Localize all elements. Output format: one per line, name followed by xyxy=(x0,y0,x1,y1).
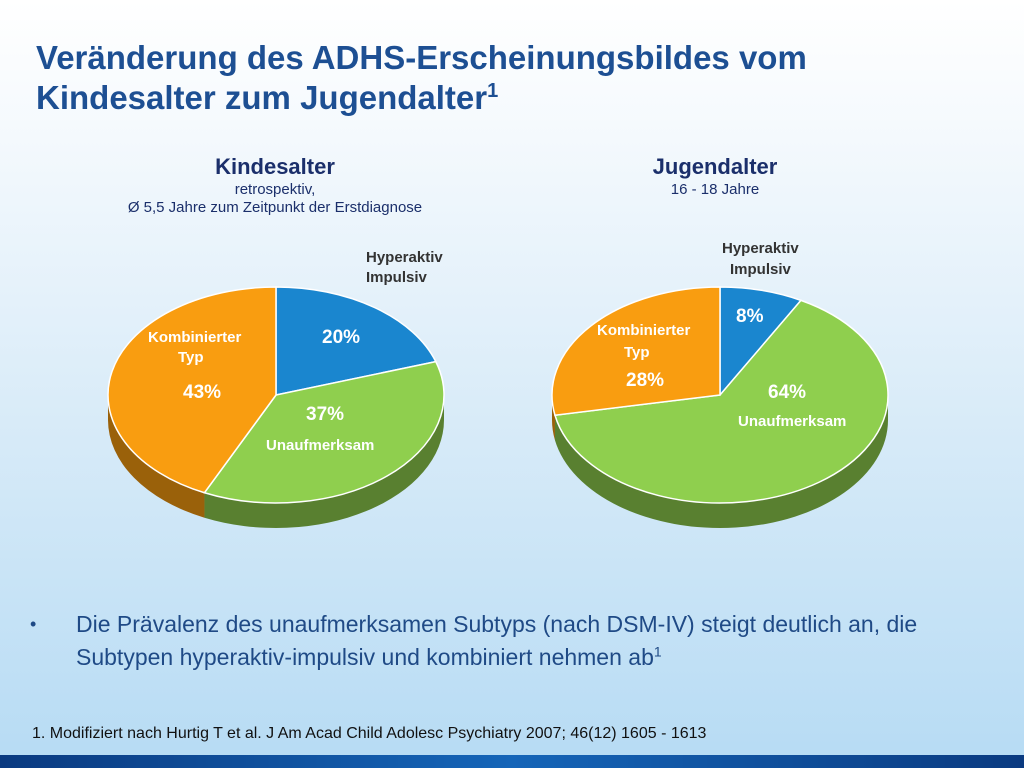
pie-1-slice-1 xyxy=(275,286,437,396)
pie-1-value-3: 43% xyxy=(183,382,221,403)
chart-jugendalter-subtitle: 16 - 18 Jahre xyxy=(670,181,760,198)
pie-2-slice-2-side xyxy=(554,395,889,528)
pie-chart-1: Hyperaktiv Impulsiv 20% Unaufmerksam 37% Komb… xyxy=(107,249,445,528)
pie-1-label-3: Kombinierter xyxy=(148,329,242,346)
pie-chart-2: Hyperaktiv Impulsiv 8% Unaufmerksam 64% Kombi… xyxy=(551,240,889,528)
bullet-marker: • xyxy=(30,614,37,634)
pie-1-slice-3-side xyxy=(108,395,205,518)
pie-2-label-1-line2: Impulsiv xyxy=(730,261,792,278)
pie-2-slice-3 xyxy=(551,286,721,417)
pie-2-slice-2 xyxy=(554,299,889,504)
pie-2-value-1: 8% xyxy=(736,306,764,327)
pie-1-label-2: Unaufmerksam xyxy=(266,437,374,454)
pie-2-value-3: 28% xyxy=(626,370,664,391)
chart-jugendalter-header: Jugendalter 16 - 18 Jahre xyxy=(600,153,830,199)
pie-1-slice-3 xyxy=(107,286,277,494)
chart-kindesalter-subtitle-1: retrospektiv, xyxy=(234,181,316,198)
pie-2-label-2: Unaufmerksam xyxy=(738,413,846,430)
pie-1-slice-2 xyxy=(203,360,445,504)
bottom-bar xyxy=(0,755,1024,768)
pie-1-value-1: 20% xyxy=(322,327,360,348)
bullet-footnote-ref: 1 xyxy=(653,643,662,660)
chart-kindesalter-header: Kindesalter retrospektiv, Ø 5,5 Jahre zu… xyxy=(80,153,470,217)
pie-1-value-2: 37% xyxy=(306,404,344,425)
pie-2-label-1: Hyperaktiv xyxy=(722,240,799,257)
pie-1-label-1: Hyperaktiv xyxy=(366,249,443,266)
bullet-text-body: Die Prävalenz des unaufmerksamen Subtyps… xyxy=(76,611,918,670)
pie-2-value-2: 64% xyxy=(768,382,806,403)
slide-title-text: Veränderung des ADHS-Erscheinungsbildes … xyxy=(36,39,807,116)
chart-kindesalter-subtitle-2: Ø 5,5 Jahre zum Zeitpunkt der Erstdiagno… xyxy=(127,199,423,216)
slide-title: Veränderung des ADHS-Erscheinungsbildes … xyxy=(36,38,986,118)
footnote: 1. Modifiziert nach Hurtig T et al. J Am… xyxy=(32,725,707,742)
pie-1-label-3-line2: Typ xyxy=(178,349,204,366)
bullet-text: Die Prävalenz des unaufmerksamen Subtyps… xyxy=(76,608,996,674)
chart-jugendalter-title: Jugendalter xyxy=(652,154,778,179)
pie-1-label-1-line2: Impulsiv xyxy=(366,269,428,286)
pie-1-slice-2-side xyxy=(204,395,444,528)
pie-2-label-3: Kombinierter xyxy=(597,322,691,339)
slide-title-footnote-ref: 1 xyxy=(487,80,499,102)
chart-kindesalter-title: Kindesalter xyxy=(215,154,335,179)
pie-2-label-3-line2: Typ xyxy=(624,344,650,361)
